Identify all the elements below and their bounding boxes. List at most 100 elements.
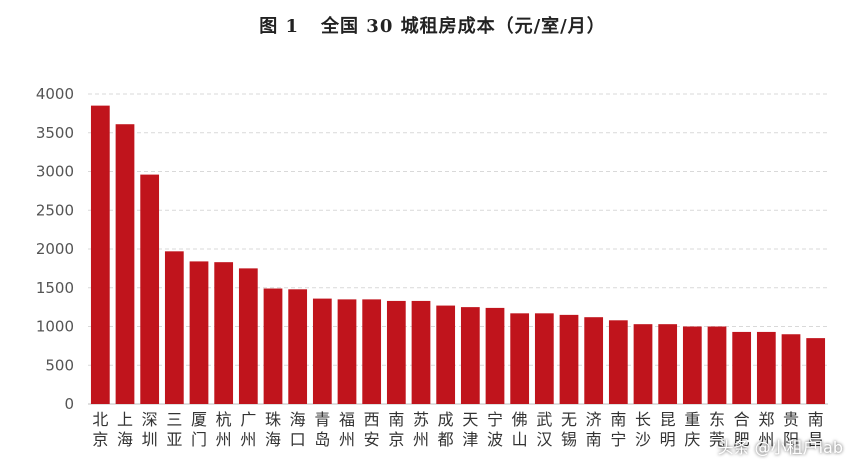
x-tick-label: 苏 [413, 410, 429, 429]
x-tick-label: 深 [142, 410, 158, 429]
x-tick-label: 贵 [783, 410, 799, 429]
x-tick-label: 天 [462, 410, 478, 429]
bars [90, 105, 826, 404]
x-tick-label: 州 [216, 430, 232, 449]
x-tick-label: 波 [487, 430, 503, 449]
x-tick-label: 珠 [265, 410, 281, 429]
x-tick-label: 山 [512, 430, 528, 449]
chart-title-text: 全国 30 城租房成本（元/室/月） [321, 16, 606, 37]
bar [115, 124, 135, 404]
bar [90, 105, 110, 404]
bar [238, 268, 258, 404]
bar [608, 320, 628, 404]
x-tick-label: 圳 [142, 430, 158, 449]
y-tick-label: 2500 [36, 201, 74, 219]
y-tick-label: 0 [64, 395, 74, 413]
x-tick-label: 武 [536, 410, 552, 429]
x-tick-label: 南 [808, 410, 824, 429]
figure-number: 图 1 [259, 16, 300, 37]
x-tick-label: 京 [92, 430, 108, 449]
chart-title: 图 1 全国 30 城租房成本（元/室/月） [0, 12, 865, 38]
x-tick-label: 重 [684, 410, 700, 429]
x-tick-label: 郑 [758, 410, 774, 429]
x-tick-label: 杭 [216, 410, 232, 429]
bar [781, 334, 801, 404]
bar [633, 324, 653, 404]
bar [312, 298, 332, 404]
x-tick-label: 海 [290, 410, 306, 429]
x-tick-label: 宁 [487, 410, 503, 429]
x-tick-label: 上 [117, 410, 133, 429]
x-tick-label: 京 [388, 430, 404, 449]
bar [362, 299, 382, 404]
x-tick-label: 长 [635, 410, 651, 429]
x-tick-label: 厦 [191, 410, 207, 429]
x-tick-label: 海 [117, 430, 133, 449]
x-tick-label: 佛 [512, 410, 528, 429]
x-tick-label: 州 [339, 430, 355, 449]
x-tick-label: 安 [364, 430, 380, 449]
y-tick-label: 500 [45, 356, 74, 374]
x-tick-label: 莞 [709, 430, 725, 449]
bar [559, 314, 579, 404]
bar [732, 331, 752, 404]
x-tick-label: 成 [438, 410, 454, 429]
x-tick-label: 州 [413, 430, 429, 449]
bar [584, 317, 604, 404]
x-tick-label: 无 [561, 410, 577, 429]
x-tick-label: 三 [166, 410, 182, 429]
y-tick-label: 4000 [36, 85, 74, 103]
x-tick-label: 津 [462, 430, 478, 449]
x-tick-label: 亚 [166, 430, 182, 449]
bar [140, 174, 160, 404]
x-tick-label: 南 [388, 410, 404, 429]
bar [263, 288, 283, 404]
x-tick-label: 门 [191, 430, 207, 449]
bar [164, 251, 184, 404]
bar [460, 307, 480, 404]
x-tick-label: 肥 [734, 430, 750, 449]
x-tick-label: 昌 [808, 430, 824, 449]
y-tick-label: 3500 [36, 124, 74, 142]
x-tick-label: 宁 [610, 430, 626, 449]
x-tick-label: 青 [314, 410, 330, 429]
x-tick-label: 汉 [536, 430, 552, 449]
bar [189, 261, 209, 404]
x-tick-label: 济 [586, 410, 602, 429]
x-tick-label: 沙 [635, 430, 651, 449]
x-tick-label: 东 [709, 410, 725, 429]
x-axis: 北京上海深圳三亚厦门杭州广州珠海海口青岛福州西安南京苏州成都天津宁波佛山武汉无锡… [92, 410, 823, 449]
x-tick-label: 广 [240, 410, 256, 429]
bar [806, 338, 826, 404]
x-tick-label: 昆 [660, 410, 676, 429]
bar [411, 300, 431, 404]
x-tick-label: 都 [438, 430, 454, 449]
x-tick-label: 庆 [684, 430, 700, 449]
bar [756, 331, 776, 404]
x-tick-label: 州 [240, 430, 256, 449]
gridlines [88, 93, 828, 405]
bar [214, 262, 234, 404]
y-tick-label: 1500 [36, 279, 74, 297]
bar [707, 326, 727, 404]
bar [534, 313, 554, 404]
bar [337, 299, 357, 404]
x-tick-label: 北 [92, 410, 108, 429]
x-tick-label: 南 [586, 430, 602, 449]
y-tick-label: 3000 [36, 163, 74, 181]
x-tick-label: 合 [734, 410, 750, 429]
x-tick-label: 明 [660, 430, 676, 449]
bar [510, 313, 530, 404]
watermark: 头条 @小租户lab [717, 438, 844, 457]
y-tick-label: 1000 [36, 318, 74, 336]
y-tick-label: 2000 [36, 240, 74, 258]
x-tick-label: 福 [339, 410, 355, 429]
bar [485, 307, 505, 404]
x-tick-label: 海 [265, 430, 281, 449]
bar [436, 305, 456, 404]
bar [288, 289, 308, 404]
bar [682, 326, 702, 404]
x-tick-label: 州 [758, 430, 774, 449]
x-tick-label: 西 [364, 410, 380, 429]
